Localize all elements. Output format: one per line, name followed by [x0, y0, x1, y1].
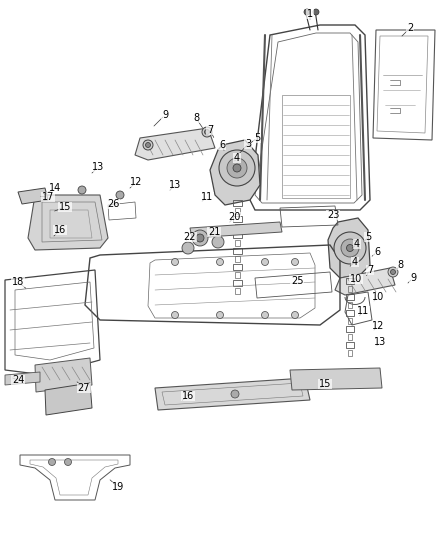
- Text: 9: 9: [410, 273, 416, 283]
- Circle shape: [216, 311, 223, 319]
- Polygon shape: [28, 195, 108, 250]
- Text: 18: 18: [12, 277, 24, 287]
- Polygon shape: [210, 140, 260, 205]
- Circle shape: [227, 158, 247, 178]
- Text: 26: 26: [107, 199, 119, 209]
- Polygon shape: [335, 268, 395, 295]
- Text: 9: 9: [162, 110, 168, 120]
- Text: 22: 22: [184, 232, 196, 242]
- Text: 2: 2: [407, 23, 413, 33]
- Circle shape: [292, 259, 299, 265]
- Circle shape: [145, 142, 151, 148]
- Circle shape: [341, 239, 359, 257]
- Circle shape: [49, 458, 56, 465]
- Circle shape: [292, 311, 299, 319]
- Text: 4: 4: [234, 153, 240, 163]
- Text: 7: 7: [207, 125, 213, 135]
- Text: 13: 13: [169, 180, 181, 190]
- Text: 27: 27: [78, 383, 90, 393]
- Circle shape: [334, 232, 366, 264]
- Text: 8: 8: [397, 260, 403, 270]
- Circle shape: [192, 230, 208, 246]
- Polygon shape: [45, 383, 92, 415]
- Circle shape: [205, 130, 209, 134]
- Text: 17: 17: [42, 192, 54, 202]
- Circle shape: [261, 259, 268, 265]
- Text: 4: 4: [352, 257, 358, 267]
- Text: 3: 3: [245, 139, 251, 149]
- Circle shape: [64, 458, 71, 465]
- Text: 5: 5: [365, 232, 371, 242]
- Circle shape: [388, 267, 398, 277]
- Text: 11: 11: [357, 306, 369, 316]
- Circle shape: [304, 9, 310, 15]
- Circle shape: [116, 191, 124, 199]
- Circle shape: [172, 311, 179, 319]
- Text: 7: 7: [367, 265, 373, 275]
- Circle shape: [172, 259, 179, 265]
- Circle shape: [233, 164, 241, 172]
- Text: 23: 23: [327, 210, 339, 220]
- Text: 12: 12: [130, 177, 142, 187]
- Text: 1: 1: [307, 9, 313, 19]
- Circle shape: [196, 234, 204, 242]
- Circle shape: [231, 390, 239, 398]
- Circle shape: [313, 9, 319, 15]
- Text: 10: 10: [350, 274, 362, 284]
- Polygon shape: [18, 188, 48, 204]
- Circle shape: [216, 259, 223, 265]
- Text: 10: 10: [372, 292, 384, 302]
- Polygon shape: [135, 128, 215, 160]
- Text: 19: 19: [112, 482, 124, 492]
- Text: 24: 24: [12, 375, 24, 385]
- Text: 11: 11: [201, 192, 213, 202]
- Text: 16: 16: [54, 225, 66, 235]
- Text: 4: 4: [354, 239, 360, 249]
- Text: 15: 15: [59, 202, 71, 212]
- Polygon shape: [35, 358, 92, 392]
- Text: 21: 21: [208, 227, 220, 237]
- Circle shape: [212, 236, 224, 248]
- Text: 6: 6: [374, 247, 380, 257]
- Text: 14: 14: [49, 183, 61, 193]
- Text: 13: 13: [92, 162, 104, 172]
- Circle shape: [219, 150, 255, 186]
- Circle shape: [202, 127, 212, 137]
- Circle shape: [391, 270, 396, 274]
- Text: 12: 12: [372, 321, 384, 331]
- Polygon shape: [328, 218, 370, 278]
- Text: 8: 8: [193, 113, 199, 123]
- Circle shape: [143, 140, 153, 150]
- Polygon shape: [155, 378, 310, 410]
- Text: 5: 5: [254, 133, 260, 143]
- Text: 13: 13: [374, 337, 386, 347]
- Text: 15: 15: [319, 379, 331, 389]
- Text: 6: 6: [219, 140, 225, 150]
- Text: 16: 16: [182, 391, 194, 401]
- Polygon shape: [290, 368, 382, 390]
- Text: 20: 20: [228, 212, 240, 222]
- Circle shape: [182, 242, 194, 254]
- Polygon shape: [190, 222, 282, 238]
- Text: 25: 25: [291, 276, 303, 286]
- Circle shape: [261, 311, 268, 319]
- Circle shape: [78, 186, 86, 194]
- Polygon shape: [5, 372, 40, 385]
- Circle shape: [346, 245, 353, 252]
